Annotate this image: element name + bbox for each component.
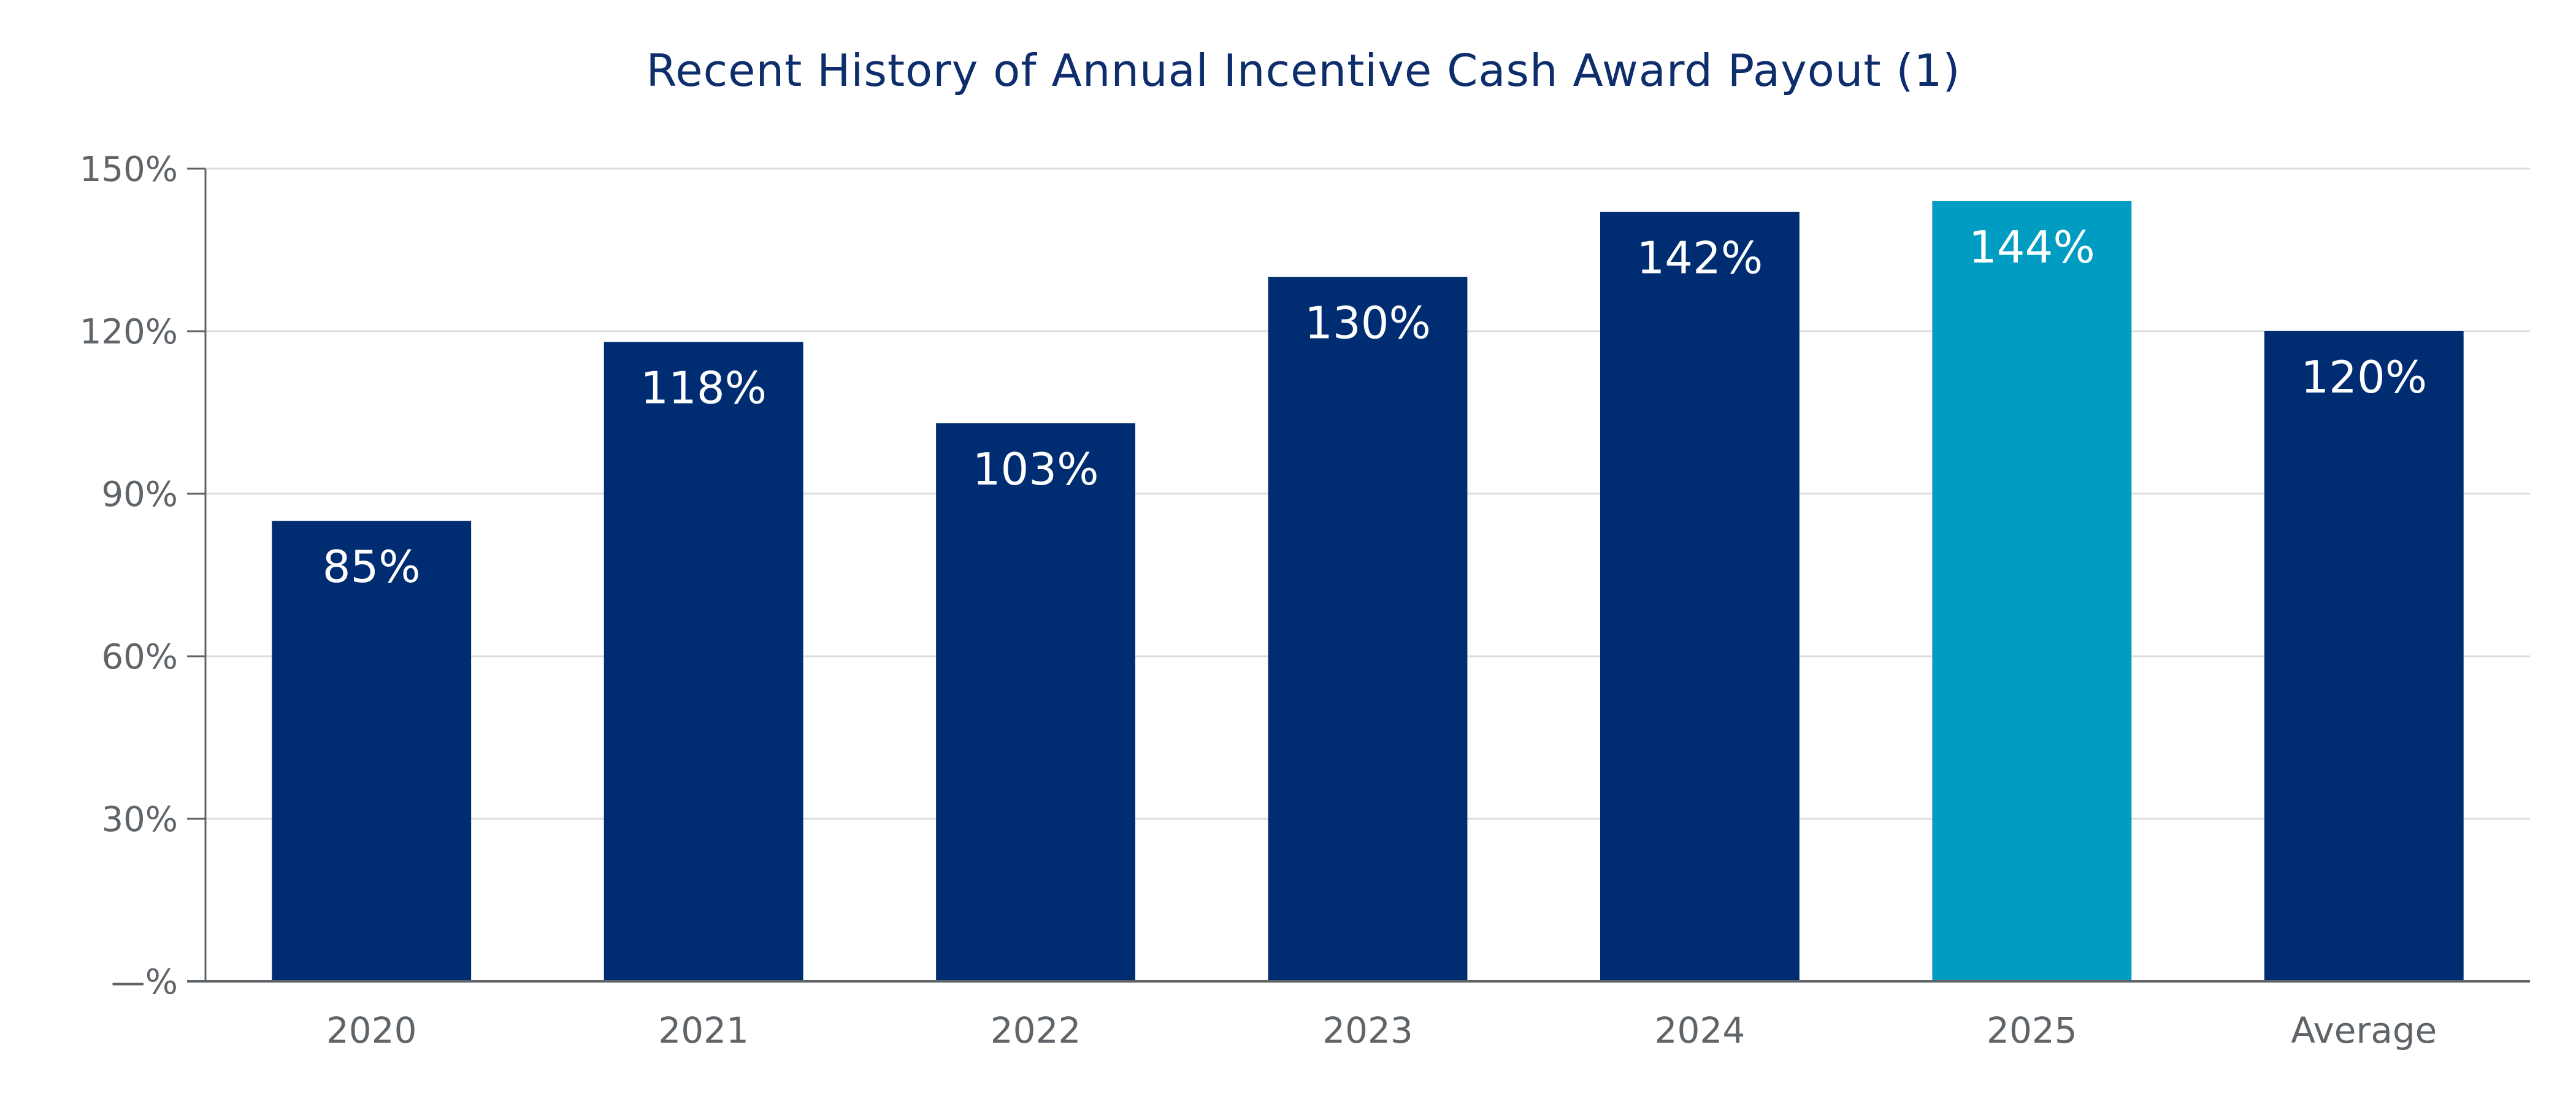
y-tick-label: —% <box>111 962 178 1002</box>
chart-title: Recent History of Annual Incentive Cash … <box>646 45 1960 96</box>
axes <box>187 167 2530 983</box>
bar-average <box>2264 331 2464 981</box>
y-tick-label: 90% <box>102 475 178 515</box>
y-tick-label: 30% <box>102 800 178 840</box>
data-label-2022: 103% <box>973 443 1099 495</box>
labels: —% 30% 60% 90% 120% 150% 85% 2020 118% 2021 103% 20… <box>80 150 2437 1051</box>
data-label-2024: 142% <box>1637 232 1763 284</box>
bar-2021 <box>604 342 803 981</box>
y-tick-label: 60% <box>102 637 178 677</box>
data-label-2023: 130% <box>1305 297 1431 349</box>
bar-2020 <box>272 521 472 981</box>
category-label-2025: 2025 <box>1987 1010 2077 1051</box>
y-tick-label: 150% <box>80 150 178 190</box>
data-label-average: 120% <box>2301 351 2427 403</box>
data-label-2020: 85% <box>323 541 421 592</box>
bar-2025 <box>1932 201 2132 981</box>
bar-2023 <box>1268 277 1468 982</box>
bar-2022 <box>936 423 1135 981</box>
category-label-2021: 2021 <box>658 1010 749 1051</box>
data-label-2021: 118% <box>640 362 767 414</box>
category-label-2024: 2024 <box>1655 1010 1746 1051</box>
category-label-2020: 2020 <box>326 1010 417 1051</box>
category-label-average: Average <box>2291 1010 2437 1051</box>
y-tick-label: 120% <box>80 312 178 352</box>
bar-2024 <box>1600 212 1800 982</box>
category-label-2023: 2023 <box>1322 1010 1413 1051</box>
bars <box>272 201 2464 982</box>
category-label-2022: 2022 <box>991 1010 1081 1051</box>
data-label-2025: 144% <box>1969 221 2095 273</box>
